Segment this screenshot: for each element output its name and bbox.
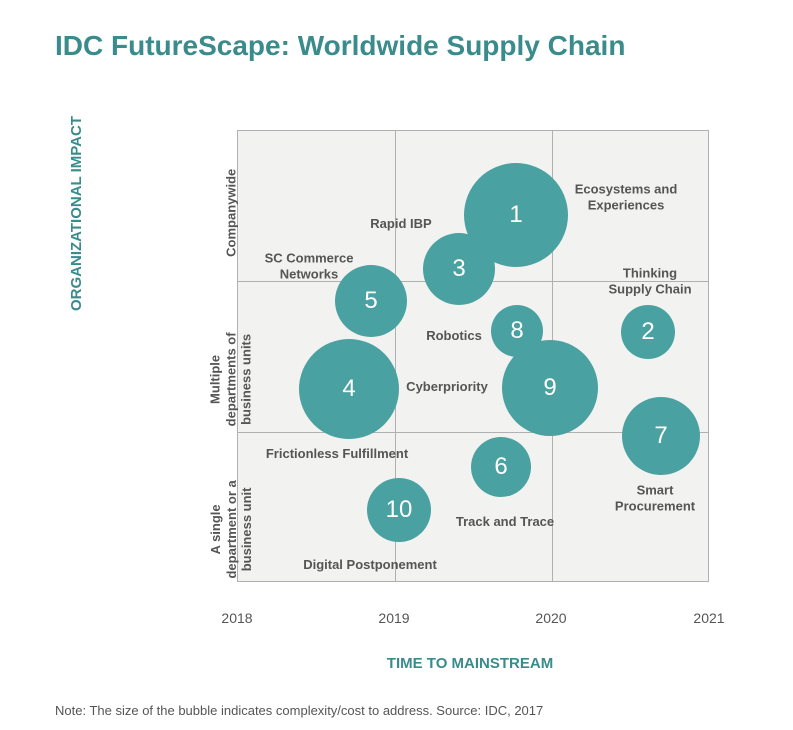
x-axis-tick: 2021 [693,610,724,626]
bubble-label: Robotics [426,328,482,344]
bubble-label: Ecosystems andExperiences [575,181,678,212]
y-axis-tick: Multipledepartments ofbusiness units [208,332,255,426]
bubble-label: Digital Postponement [303,557,437,573]
bubble-label: SmartProcurement [615,482,695,513]
x-axis-tick: 2020 [535,610,566,626]
x-axis-tick: 2018 [221,610,252,626]
bubble-9: 9 [502,340,598,436]
y-axis-label: ORGANIZATIONAL IMPACT [68,64,85,364]
y-axis-tick: Companywide [223,169,239,257]
bubble-10: 10 [367,478,431,542]
y-axis-tick: A singledepartment or abusiness unit [208,480,255,578]
bubble-label: Cyberpriority [406,379,488,395]
bubble-6: 6 [471,437,531,497]
x-axis-tick: 2019 [378,610,409,626]
bubble-label: Frictionless Fulfillment [266,446,408,462]
bubble-4: 4 [299,339,399,439]
bubble-7: 7 [622,397,700,475]
chart-footnote: Note: The size of the bubble indicates c… [55,703,543,718]
bubble-label: Rapid IBP [370,216,431,232]
chart-title: IDC FutureScape: Worldwide Supply Chain [55,30,625,62]
bubble-2: 2 [621,305,675,359]
bubble-3: 3 [423,233,495,305]
bubble-label: ThinkingSupply Chain [608,265,691,296]
bubble-label: SC CommerceNetworks [265,250,354,281]
bubble-label: Track and Trace [456,514,554,530]
x-axis-label: TIME TO MAINSTREAM [387,655,553,672]
bubble-chart-plot-area: 12345678910Ecosystems andExperiencesRapi… [237,130,709,582]
